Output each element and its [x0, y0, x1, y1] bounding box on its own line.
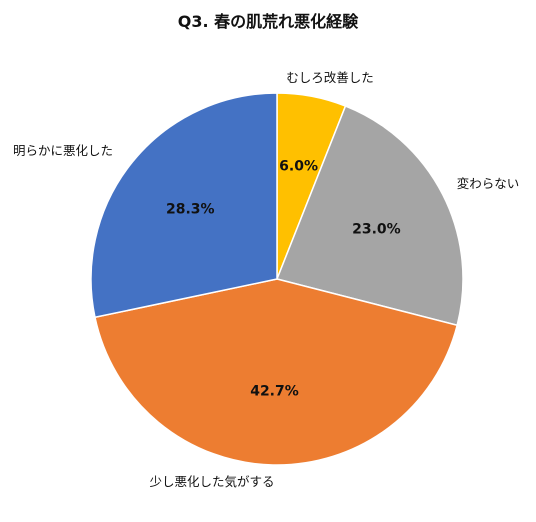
slice-category-label-1: むしろ改善した [286, 70, 374, 85]
slice-value-label-3: 42.7% [250, 384, 299, 400]
pie-slice-3 [94, 278, 459, 466]
pie-slice-2 [275, 105, 464, 327]
pie-slice-4 [90, 92, 278, 319]
chart-title: Q3. 春の肌荒れ悪化経験 [177, 12, 359, 31]
slice-category-label-2: 変わらない [457, 176, 520, 191]
slice-value-label-4: 28.3% [166, 202, 215, 218]
slice-category-label-4: 明らかに悪化した [13, 143, 113, 158]
slice-category-label-3: 少し悪化した気がする [149, 474, 274, 489]
slice-value-label-1: 6.0% [279, 159, 318, 175]
slice-value-label-2: 23.0% [352, 221, 401, 237]
